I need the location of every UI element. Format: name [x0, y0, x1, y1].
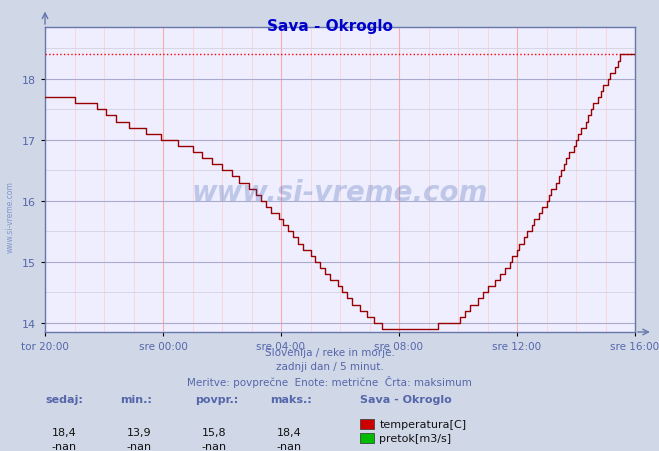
Text: -nan: -nan: [127, 441, 152, 451]
Text: temperatura[C]: temperatura[C]: [380, 419, 467, 429]
Text: Sava - Okroglo: Sava - Okroglo: [360, 394, 452, 404]
Text: 13,9: 13,9: [127, 427, 151, 437]
Text: Sava - Okroglo: Sava - Okroglo: [266, 19, 393, 34]
Text: Meritve: povprečne  Enote: metrične  Črta: maksimum: Meritve: povprečne Enote: metrične Črta:…: [187, 375, 472, 387]
Text: 15,8: 15,8: [202, 427, 226, 437]
Text: sedaj:: sedaj:: [45, 394, 83, 404]
Text: maks.:: maks.:: [270, 394, 312, 404]
Text: www.si-vreme.com: www.si-vreme.com: [5, 180, 14, 253]
Text: 18,4: 18,4: [51, 427, 76, 437]
Text: -nan: -nan: [277, 441, 302, 451]
Text: zadnji dan / 5 minut.: zadnji dan / 5 minut.: [275, 361, 384, 371]
Text: 18,4: 18,4: [277, 427, 301, 437]
Text: -nan: -nan: [202, 441, 227, 451]
Text: Slovenija / reke in morje.: Slovenija / reke in morje.: [264, 347, 395, 357]
Text: povpr.:: povpr.:: [195, 394, 239, 404]
Text: pretok[m3/s]: pretok[m3/s]: [380, 433, 451, 443]
Text: -nan: -nan: [51, 441, 76, 451]
Text: min.:: min.:: [120, 394, 152, 404]
Text: www.si-vreme.com: www.si-vreme.com: [192, 178, 488, 206]
